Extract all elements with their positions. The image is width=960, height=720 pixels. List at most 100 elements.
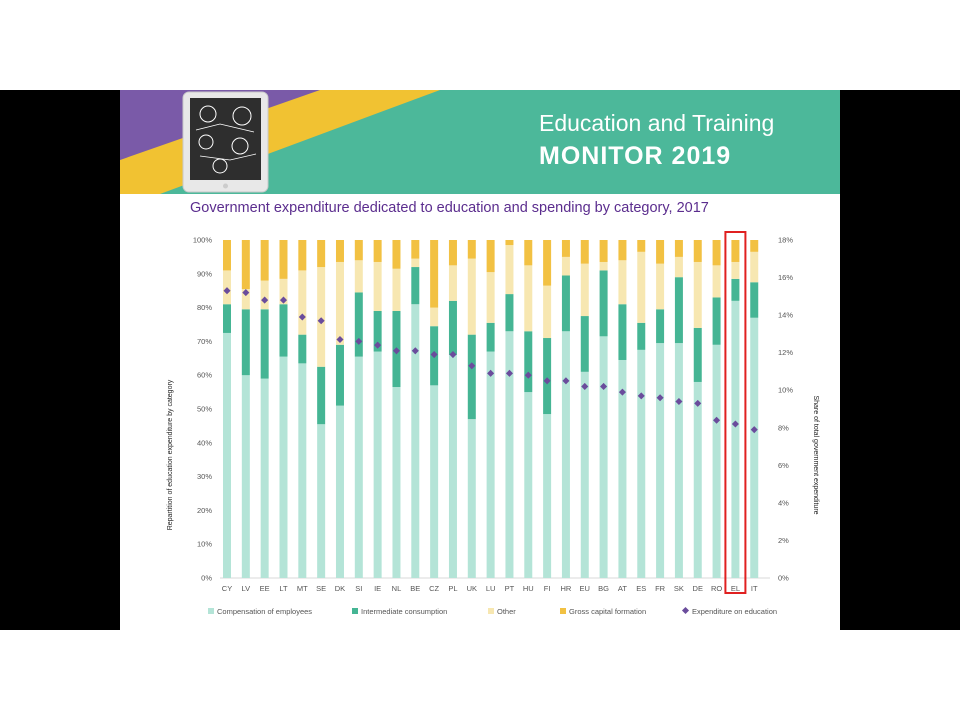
bar-segment-compensation-si xyxy=(354,356,363,578)
bar-segment-gross-capital-it xyxy=(750,240,759,252)
bar-segment-intermediate-it xyxy=(750,282,759,318)
x-tick-label-el: EL xyxy=(731,584,740,593)
bar-segment-intermediate-mt xyxy=(298,334,307,364)
marker-expenditure-sk xyxy=(675,397,683,406)
marker-expenditure-it xyxy=(750,426,758,434)
bar-segment-intermediate-be xyxy=(411,267,420,305)
bar-segment-other-de xyxy=(693,261,702,328)
bar-segment-gross-capital-lv xyxy=(241,240,250,290)
bar-segment-compensation-ie xyxy=(373,351,382,578)
markers-group xyxy=(223,287,758,434)
x-tick-label-de: DE xyxy=(693,584,703,593)
legend: Compensation of employees Intermediate c… xyxy=(208,606,777,616)
y2-tick-label: 4% xyxy=(778,498,789,507)
bar-segment-gross-capital-sk xyxy=(674,240,683,257)
y2-tick-label: 6% xyxy=(778,461,789,470)
y2-tick-label: 2% xyxy=(778,536,789,545)
top-white-band xyxy=(0,0,960,90)
marker-expenditure-lu xyxy=(487,369,495,377)
bar-segment-gross-capital-be xyxy=(411,240,420,259)
marker-expenditure-nl xyxy=(392,347,401,355)
bar-segment-intermediate-at xyxy=(618,304,627,360)
bar-segment-gross-capital-cy xyxy=(223,240,231,271)
marker-expenditure-se xyxy=(317,317,325,325)
bar-segment-intermediate-pt xyxy=(505,294,514,332)
tablet-logo-icon xyxy=(182,91,269,193)
bar-segment-other-ie xyxy=(373,261,382,311)
bar-segment-other-es xyxy=(637,251,646,323)
x-tick-label-si: SI xyxy=(355,584,362,593)
bar-segment-other-hr xyxy=(561,256,570,276)
x-tick-label-ee: EE xyxy=(260,584,270,593)
y-tick-label: 20% xyxy=(197,506,212,515)
bar-segment-compensation-uk xyxy=(467,419,476,578)
y-tick-label: 90% xyxy=(197,269,212,278)
y-tick-label: 40% xyxy=(197,438,212,447)
y2-tick-label: 18% xyxy=(778,236,793,245)
bar-segment-gross-capital-se xyxy=(317,240,326,268)
bar-segment-gross-capital-mt xyxy=(298,240,307,271)
bar-segment-intermediate-sk xyxy=(674,277,683,344)
bar-segment-compensation-fr xyxy=(656,343,665,578)
legend-swatch-compensation xyxy=(208,608,214,614)
bar-segment-other-eu xyxy=(580,263,589,317)
x-tick-label-eu: EU xyxy=(580,584,590,593)
bar-segment-other-ro xyxy=(712,265,721,298)
bar-segment-gross-capital-pt xyxy=(505,240,514,246)
x-tick-label-mt: MT xyxy=(297,584,308,593)
bar-segment-other-el xyxy=(731,261,740,279)
x-tick-label-cz: CZ xyxy=(429,584,439,593)
bar-segment-compensation-lv xyxy=(241,375,250,578)
y-tick-label: 70% xyxy=(197,337,212,346)
bars-group xyxy=(223,240,759,578)
x-tick-label-dk: DK xyxy=(335,584,345,593)
bar-segment-intermediate-si xyxy=(354,292,363,357)
bar-segment-compensation-cy xyxy=(223,332,231,578)
legend-label-gross-capital: Gross capital formation xyxy=(569,607,646,616)
x-tick-label-ie: IE xyxy=(374,584,381,593)
bar-segment-intermediate-pl xyxy=(448,300,457,355)
bar-segment-gross-capital-de xyxy=(693,240,702,262)
x-tick-label-sk: SK xyxy=(674,584,684,593)
bar-segment-other-lt xyxy=(279,278,288,305)
y2-tick-label: 8% xyxy=(778,423,789,432)
marker-expenditure-es xyxy=(637,392,645,400)
bar-segment-compensation-it xyxy=(750,317,759,578)
chart-title: Government expenditure dedicated to educ… xyxy=(190,200,709,216)
marker-expenditure-el xyxy=(731,420,739,428)
y2-tick-label: 16% xyxy=(778,273,793,282)
bar-segment-compensation-lu xyxy=(486,351,495,578)
y2-tick-label: 0% xyxy=(778,574,789,583)
bar-segment-gross-capital-nl xyxy=(392,240,401,269)
x-tick-label-uk: UK xyxy=(467,584,477,593)
bar-segment-intermediate-ro xyxy=(712,297,721,345)
bar-segment-gross-capital-hr xyxy=(561,240,570,257)
bar-segment-other-uk xyxy=(467,258,476,335)
y2-axis-ticks: 0% 2% 4% 6% 8% 10% 12% 14% 16% 18% xyxy=(778,236,793,583)
bar-segment-other-si xyxy=(354,260,363,293)
x-tick-label-at: AT xyxy=(618,584,627,593)
x-tick-label-lt: LT xyxy=(279,584,288,593)
bar-segment-other-hu xyxy=(524,265,533,332)
y2-tick-label: 12% xyxy=(778,348,793,357)
slide: Education and Training MONITOR 2019 Gove… xyxy=(120,90,840,630)
bar-segment-intermediate-cy xyxy=(223,304,231,333)
bar-segment-other-it xyxy=(750,251,759,283)
bar-segment-intermediate-fi xyxy=(543,338,552,415)
bar-segment-intermediate-es xyxy=(637,322,646,350)
marker-expenditure-de xyxy=(694,399,702,407)
legend-swatch-intermediate xyxy=(352,608,358,614)
bar-segment-gross-capital-fr xyxy=(656,240,665,264)
bar-segment-other-dk xyxy=(335,261,344,345)
bar-segment-compensation-be xyxy=(411,304,420,578)
bar-segment-intermediate-fr xyxy=(656,309,665,344)
y-tick-label: 80% xyxy=(197,303,212,312)
x-tick-label-pl: PL xyxy=(448,584,457,593)
bar-segment-gross-capital-eu xyxy=(580,240,589,264)
x-tick-label-cy: CY xyxy=(222,584,232,593)
x-tick-label-be: BE xyxy=(410,584,420,593)
x-tick-label-it: IT xyxy=(751,584,758,593)
marker-expenditure-hr xyxy=(562,377,570,385)
x-tick-label-fr: FR xyxy=(655,584,666,593)
bar-segment-gross-capital-ie xyxy=(373,240,382,262)
